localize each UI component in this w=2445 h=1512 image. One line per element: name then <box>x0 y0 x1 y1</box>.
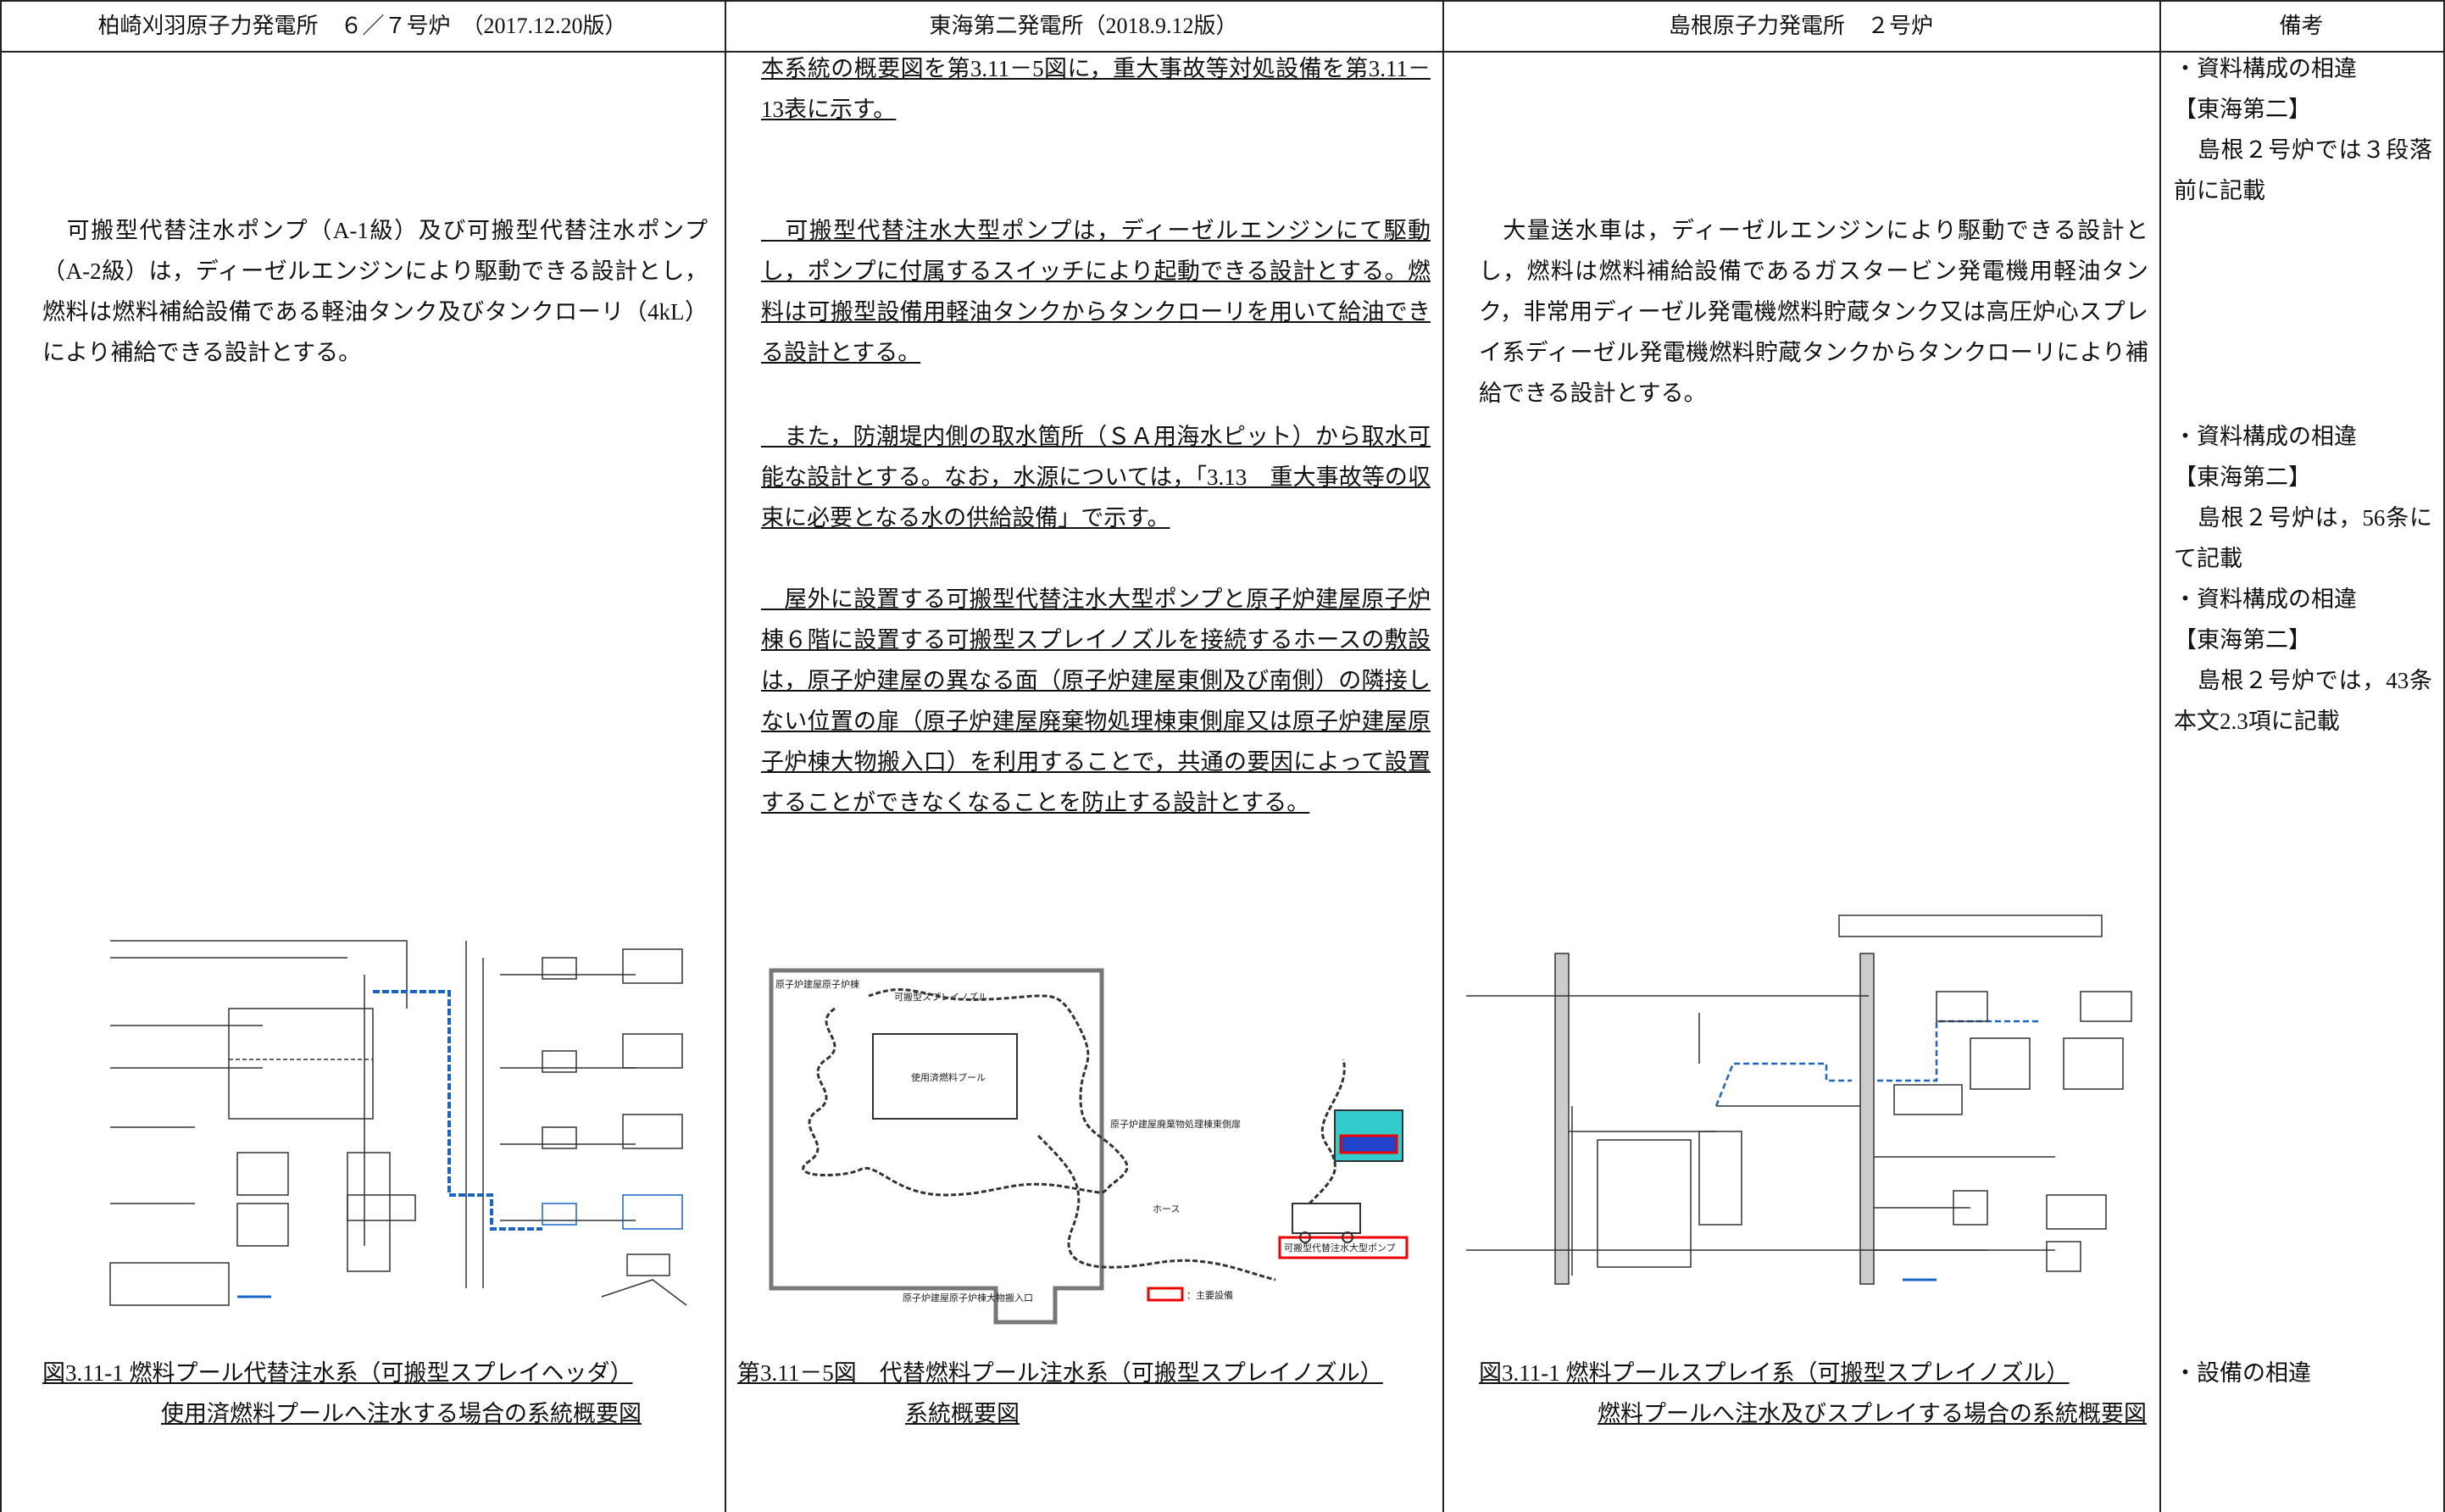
figure-label: ホース <box>1153 1203 1180 1215</box>
text: 第3.11－5図 代替燃料プール注水系（可搬型スプレイノズル） <box>737 1360 1383 1386</box>
text: 図3.11-1 燃料プールスプレイ系（可搬型スプレイノズル） <box>1479 1360 2070 1386</box>
figure-label: ：主要設備 <box>1186 1289 1233 1301</box>
text: ・資料構成の相違 <box>2174 56 2357 81</box>
note: ・資料構成の相違 【東海第二】 島根２号炉は，56条にて記載 <box>2174 416 2432 579</box>
text: 燃料プールへ注水及びスプレイする場合の系統概要図 <box>1598 1401 2147 1426</box>
figure-caption: 第3.11－5図 代替燃料プール注水系（可搬型スプレイノズル） 系統概要図 <box>737 1353 1383 1434</box>
figure-caption: 図3.11-1 燃料プールスプレイ系（可搬型スプレイノズル） 燃料プールへ注水及び… <box>1479 1353 2148 1434</box>
header: 島根原子力発電所 ２号炉 <box>1668 14 1933 38</box>
figure-label: 可搬型スプレイノズル <box>894 991 987 1003</box>
text: 【東海第二】 <box>2174 627 2311 653</box>
figure-label: 可搬型代替注水大型ポンプ <box>1284 1242 1396 1254</box>
text: 【東海第二】 <box>2174 97 2311 122</box>
system-diagram <box>1466 914 2132 1285</box>
text: 島根２号炉では，43条本文2.3項に記載 <box>2174 668 2432 734</box>
paragraph: 本系統の概要図を第3.11－5図に，重大事故等対処設備を第3.11－13表に示す… <box>761 56 1431 122</box>
text: ・設備の相違 <box>2174 1360 2311 1386</box>
figure-label: 原子炉建屋廃棄物処理棟東側扉 <box>1110 1118 1241 1130</box>
paragraph: 大量送水車は，ディーゼルエンジンにより駆動できる設計とし，燃料は燃料補給設備であ… <box>1479 218 2148 406</box>
note: ・資料構成の相違 【東海第二】 島根２号炉では，43条本文2.3項に記載 <box>2174 579 2432 742</box>
figure-label: 使用済燃料プール <box>911 1071 986 1083</box>
paragraph: また，防潮堤内側の取水箇所（ＳＡ用海水ピット）から取水可能な設計とする。なお，水… <box>761 424 1431 531</box>
paragraph: 可搬型代替注水大型ポンプは，ディーゼルエンジンにて駆動し，ポンプに付属するスイッ… <box>761 218 1431 365</box>
header: 備考 <box>2279 14 2324 38</box>
text: 使用済燃料プールへ注水する場合の系統概要図 <box>161 1401 642 1426</box>
hose-route-diagram: 原子炉建屋原子炉棟 可搬型スプレイノズル 使用済燃料プール 原子炉建屋廃棄物処理… <box>769 968 1409 1325</box>
header: 東海第二発電所（2018.9.12版） <box>929 14 1238 38</box>
note: ・設備の相違 <box>2174 1353 2432 1393</box>
text: 島根２号炉では３段落前に記載 <box>2174 137 2432 203</box>
paragraph: 屋外に設置する可搬型代替注水大型ポンプと原子炉建屋原子炉棟６階に設置する可搬型ス… <box>761 586 1431 815</box>
text: 【東海第二】 <box>2174 464 2311 490</box>
note: ・資料構成の相違 【東海第二】 島根２号炉では３段落前に記載 <box>2174 48 2432 211</box>
header: 柏崎刈羽原子力発電所 ６／７号炉 （2017.12.20版） <box>97 14 627 38</box>
figure-label: 原子炉建屋原子炉棟 <box>775 978 859 990</box>
text: ・資料構成の相違 <box>2174 424 2357 449</box>
paragraph: 可搬型代替注水ポンプ（A-1級）及び可搬型代替注水ポンプ（A-2級）は，ディーゼ… <box>42 218 708 365</box>
figure-label: 原子炉建屋原子炉棟大物搬入口 <box>903 1292 1033 1304</box>
figure-caption: 図3.11-1 燃料プール代替注水系（可搬型スプレイヘッダ） 使用済燃料プールへ注… <box>42 1353 642 1434</box>
system-diagram <box>109 940 687 1306</box>
text: 系統概要図 <box>905 1401 1020 1426</box>
text: ・資料構成の相違 <box>2174 586 2357 612</box>
text: 図3.11-1 燃料プール代替注水系（可搬型スプレイヘッダ） <box>42 1360 633 1386</box>
text: 島根２号炉は，56条にて記載 <box>2174 505 2432 571</box>
